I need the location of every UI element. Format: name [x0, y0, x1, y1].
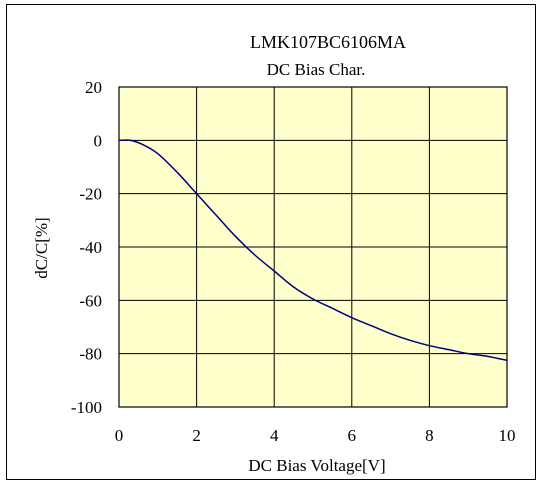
y-tick-label-3: -40 — [79, 238, 102, 257]
y-tick-label-1: 0 — [94, 131, 103, 150]
chart-subtitle: DC Bias Char. — [267, 60, 366, 79]
y-tick-label-5: -80 — [79, 345, 102, 364]
x-tick-label-2: 4 — [270, 426, 279, 445]
y-tick-label-4: -60 — [79, 291, 102, 310]
x-tick-label-0: 0 — [115, 426, 124, 445]
x-tick-labels: 0 2 4 6 8 10 — [115, 426, 516, 445]
y-axis-label: dC/C[%] — [32, 217, 51, 278]
x-tick-label-1: 2 — [192, 426, 201, 445]
plot-border — [118, 86, 508, 408]
series-line — [118, 139, 508, 362]
y-tick-label-2: -20 — [79, 185, 102, 204]
y-tick-label-0: 20 — [85, 78, 102, 97]
x-tick-label-3: 6 — [348, 426, 357, 445]
chart-title: LMK107BC6106MA — [250, 32, 406, 52]
x-axis-label: DC Bias Voltage[V] — [248, 456, 385, 475]
y-tick-labels: 20 0 -20 -40 -60 -80 -100 — [71, 78, 102, 417]
x-tick-label-4: 8 — [425, 426, 434, 445]
y-tick-label-6: -100 — [71, 398, 102, 417]
x-tick-label-5: 10 — [499, 426, 516, 445]
